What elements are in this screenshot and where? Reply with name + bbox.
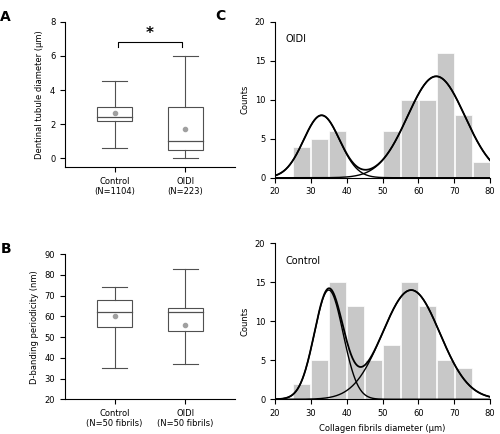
Text: *: *	[146, 26, 154, 41]
Bar	[97, 107, 132, 121]
Bar	[312, 139, 328, 178]
Bar	[419, 100, 436, 178]
Bar	[168, 107, 203, 150]
Bar	[329, 131, 346, 178]
Bar	[436, 360, 454, 399]
X-axis label: Collagen fibrils diameter (μm): Collagen fibrils diameter (μm)	[320, 424, 446, 433]
Bar	[383, 345, 400, 399]
Text: B: B	[0, 243, 11, 256]
Y-axis label: D-banding periodicity (nm): D-banding periodicity (nm)	[30, 270, 39, 384]
Bar	[168, 308, 203, 331]
Bar	[294, 147, 310, 178]
Bar	[365, 360, 382, 399]
Bar	[454, 368, 471, 399]
Bar	[329, 282, 346, 399]
Y-axis label: Counts: Counts	[240, 306, 249, 336]
Text: Control: Control	[286, 256, 321, 266]
Bar	[472, 162, 490, 178]
Bar	[436, 53, 454, 178]
Bar	[294, 384, 310, 399]
Y-axis label: Counts: Counts	[240, 85, 249, 115]
Text: OIDI: OIDI	[286, 34, 307, 44]
Text: A: A	[0, 10, 11, 24]
Bar	[454, 115, 471, 178]
Bar	[401, 282, 418, 399]
Bar	[347, 306, 364, 399]
Bar	[97, 300, 132, 327]
Bar	[401, 100, 418, 178]
Bar	[312, 360, 328, 399]
Y-axis label: Dentinal tubule diameter (μm): Dentinal tubule diameter (μm)	[36, 30, 44, 159]
Bar	[383, 131, 400, 178]
Text: C: C	[215, 9, 225, 23]
Bar	[419, 306, 436, 399]
